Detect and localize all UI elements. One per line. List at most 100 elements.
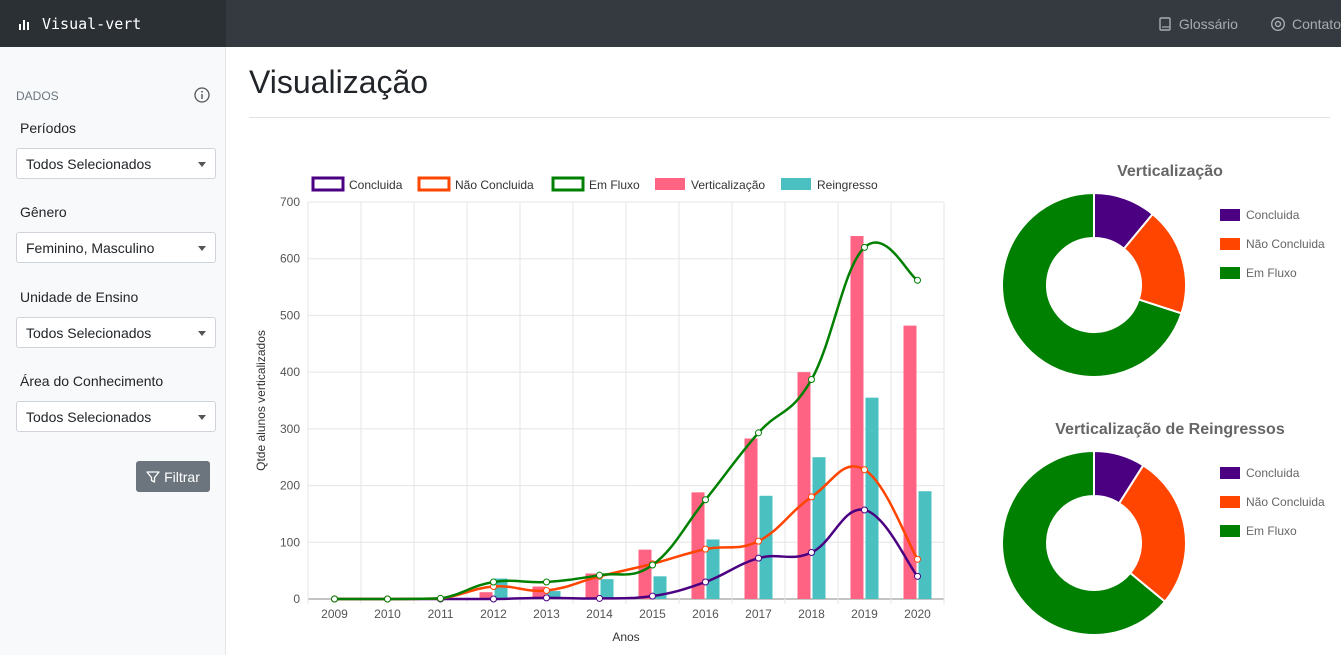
y-tick-label: 500 xyxy=(280,308,300,322)
data-point[interactable] xyxy=(543,594,550,602)
data-point[interactable] xyxy=(649,592,656,600)
bar[interactable] xyxy=(691,492,705,599)
caret-down-icon xyxy=(198,331,206,336)
data-point[interactable] xyxy=(755,554,762,562)
nav-links: Glossário Contato xyxy=(1125,0,1341,47)
periodos-label: Períodos xyxy=(20,120,77,136)
data-point[interactable] xyxy=(384,595,391,603)
data-point[interactable] xyxy=(702,578,709,586)
legend-label[interactable]: Concluida xyxy=(1246,466,1300,480)
legend-swatch[interactable] xyxy=(655,178,685,190)
data-point[interactable] xyxy=(808,548,815,556)
y-tick-label: 400 xyxy=(280,365,300,379)
nav-link-contato[interactable]: Contato xyxy=(1270,16,1341,32)
data-point[interactable] xyxy=(490,595,497,603)
unidade-select[interactable]: Todos Selecionados xyxy=(16,317,216,348)
data-point[interactable] xyxy=(649,561,656,569)
data-point[interactable] xyxy=(808,376,815,384)
bar-chart-icon xyxy=(19,19,29,30)
legend-swatch[interactable] xyxy=(1220,467,1240,479)
periodos-select[interactable]: Todos Selecionados xyxy=(16,148,216,179)
brand-name: Visual-vert xyxy=(42,14,142,33)
donut-slice[interactable] xyxy=(1117,463,1187,604)
genero-select[interactable]: Feminino, Masculino xyxy=(16,232,216,263)
bar[interactable] xyxy=(797,372,811,599)
y-tick-label: 300 xyxy=(280,422,300,436)
bar[interactable] xyxy=(903,325,917,599)
bar[interactable] xyxy=(638,549,652,599)
legend-swatch[interactable] xyxy=(551,176,585,192)
legend-label[interactable]: Concluida xyxy=(349,178,403,192)
main-chart: 0 100 200 300 400 500 600 700 2009 2010 2011 2012 20… xyxy=(254,176,945,644)
data-point[interactable] xyxy=(702,545,709,553)
data-point[interactable] xyxy=(755,537,762,545)
legend-swatch[interactable] xyxy=(1220,496,1240,508)
legend-swatch[interactable] xyxy=(1220,238,1240,250)
donut-slice[interactable] xyxy=(1001,449,1167,636)
data-point[interactable] xyxy=(861,243,868,251)
bar[interactable] xyxy=(744,438,758,599)
bar[interactable] xyxy=(706,539,720,599)
data-point[interactable] xyxy=(861,506,868,514)
y-tick-label: 600 xyxy=(280,252,300,266)
x-tick-label: 2011 xyxy=(428,607,454,621)
data-point[interactable] xyxy=(596,594,603,602)
book-icon xyxy=(1159,16,1171,31)
x-axis-label: Anos xyxy=(612,630,639,644)
caret-down-icon xyxy=(198,246,206,251)
area-select[interactable]: Todos Selecionados xyxy=(16,401,216,432)
bar[interactable] xyxy=(547,591,561,599)
bar[interactable] xyxy=(600,579,614,599)
legend-label[interactable]: Reingresso xyxy=(817,178,878,192)
legend-label[interactable]: Em Fluxo xyxy=(1246,266,1297,280)
data-point[interactable] xyxy=(702,496,709,504)
legend-label[interactable]: Não Concluida xyxy=(1246,495,1325,509)
data-point[interactable] xyxy=(543,578,550,586)
data-point[interactable] xyxy=(914,572,921,580)
legend-swatch[interactable] xyxy=(311,176,345,192)
donut-title: Verticalização de Reingressos xyxy=(1055,421,1285,438)
data-point[interactable] xyxy=(914,276,921,284)
data-point[interactable] xyxy=(808,493,815,501)
legend-label[interactable]: Concluida xyxy=(1246,208,1300,222)
data-point[interactable] xyxy=(437,594,444,602)
x-tick-label: 2009 xyxy=(321,607,348,621)
data-point[interactable] xyxy=(596,571,603,579)
x-tick-label: 2012 xyxy=(480,607,507,621)
x-tick-label: 2018 xyxy=(798,607,825,621)
legend-label[interactable]: Não Concluida xyxy=(1246,237,1325,251)
data-point[interactable] xyxy=(331,595,338,603)
bar[interactable] xyxy=(494,578,508,599)
caret-down-icon xyxy=(198,415,206,420)
bar[interactable] xyxy=(865,397,879,599)
bar[interactable] xyxy=(918,491,932,599)
donut-slice[interactable] xyxy=(1001,191,1183,378)
legend-swatch[interactable] xyxy=(417,176,451,192)
legend-swatch[interactable] xyxy=(781,178,811,190)
filter-button[interactable]: Filtrar xyxy=(136,461,210,492)
legend-label[interactable]: Em Fluxo xyxy=(1246,524,1297,538)
legend-label[interactable]: Não Concluida xyxy=(455,178,534,192)
bar[interactable] xyxy=(759,495,773,599)
bar[interactable] xyxy=(812,457,826,599)
y-tick-label: 200 xyxy=(280,479,300,493)
data-point[interactable] xyxy=(914,555,921,563)
bar[interactable] xyxy=(850,236,864,599)
legend-swatch[interactable] xyxy=(1220,209,1240,221)
legend-label[interactable]: Em Fluxo xyxy=(589,178,640,192)
data-point[interactable] xyxy=(861,466,868,474)
legend-swatch[interactable] xyxy=(1220,525,1240,537)
data-point[interactable] xyxy=(755,429,762,437)
nav-link-glossario[interactable]: Glossário xyxy=(1157,16,1238,32)
x-tick-label: 2016 xyxy=(692,607,719,621)
bar[interactable] xyxy=(479,592,493,599)
data-point[interactable] xyxy=(490,578,497,586)
brand[interactable]: Visual-vert xyxy=(0,0,226,47)
select-value: Feminino, Masculino xyxy=(26,240,155,256)
donut-chart-verticalizacao: Verticalização Concluida Não Concluida Em F… xyxy=(1001,163,1325,378)
legend-swatch[interactable] xyxy=(1220,267,1240,279)
legend-label[interactable]: Verticalização xyxy=(691,178,765,192)
at-icon xyxy=(1270,16,1285,31)
data-point[interactable] xyxy=(543,586,550,594)
info-icon[interactable] xyxy=(194,87,210,103)
